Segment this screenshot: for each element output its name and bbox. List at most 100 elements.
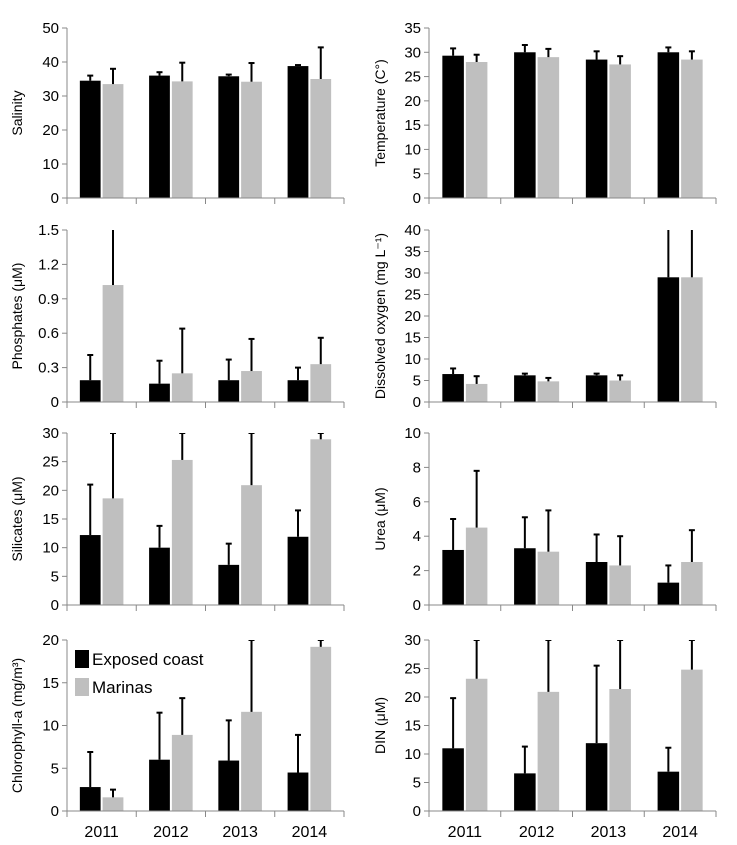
bar	[514, 52, 536, 198]
chart-panel: 0 5 10 15 20 25 30 2011 2012 2013 2014 DIN (μM)	[372, 632, 717, 841]
bar	[514, 773, 536, 811]
bar	[609, 565, 631, 605]
bar	[657, 277, 680, 402]
bar	[537, 381, 560, 402]
y-tick-label: 25	[404, 287, 421, 304]
y-tick-label: 5	[51, 760, 59, 777]
bar	[609, 380, 631, 402]
bar	[585, 59, 608, 198]
bar	[218, 760, 240, 811]
bar	[442, 549, 464, 605]
y-tick-label: 10	[404, 141, 421, 158]
y-tick-label: 20	[404, 689, 421, 706]
bar	[657, 771, 680, 811]
y-tick-label: 40	[42, 54, 59, 71]
y-tick-label: 30	[404, 265, 421, 282]
chart-panel: 0 5 10 15 20 25 30 35 Temperature (C°)	[372, 20, 717, 207]
x-tick-label: 2013	[591, 824, 627, 841]
bar	[514, 548, 536, 605]
bar	[537, 691, 560, 811]
bar	[681, 59, 703, 198]
y-tick-label: 25	[404, 661, 421, 678]
y-tick-label: 10	[42, 156, 59, 173]
y-axis-label: Urea (μM)	[372, 487, 388, 550]
y-tick-label: 0	[413, 394, 421, 411]
plot-area	[442, 640, 703, 811]
y-tick-label: 15	[42, 675, 59, 692]
y-tick-label: 8	[413, 459, 421, 476]
bar	[218, 380, 240, 402]
x-tick-label: 2012	[519, 824, 555, 841]
y-tick-label: 10	[42, 718, 59, 735]
y-tick-label: 2	[413, 563, 421, 580]
y-tick-label: 5	[413, 775, 421, 792]
y-tick-label: 0	[51, 597, 59, 614]
y-tick-label: 4	[413, 528, 421, 545]
y-tick-label: 25	[404, 69, 421, 86]
y-tick-label: 30	[42, 425, 59, 442]
bar	[442, 55, 464, 198]
plot-area	[79, 640, 332, 811]
bar	[681, 562, 703, 605]
bar	[102, 797, 124, 811]
bar	[657, 52, 680, 198]
bar	[287, 536, 309, 605]
chart-panel: 0 2 4 6 8 10 Urea (μM)	[372, 425, 717, 614]
y-tick-label: 0	[413, 803, 421, 820]
y-axis-label: Phosphates (μM)	[9, 263, 25, 370]
bar	[149, 547, 170, 605]
chart-panel: 0 10 20 30 40 50 Salinity	[9, 20, 345, 207]
bar	[585, 562, 608, 605]
y-tick-label: 5	[51, 568, 59, 585]
y-tick-label: 15	[42, 511, 59, 528]
y-tick-label: 25	[42, 454, 59, 471]
bar	[79, 80, 101, 198]
bar	[442, 374, 464, 402]
bar	[241, 371, 262, 402]
y-axis-label: Dissolved oxygen (mg L⁻¹)	[372, 233, 388, 399]
bar	[218, 76, 240, 198]
y-tick-label: 0	[413, 597, 421, 614]
bar	[79, 787, 101, 811]
bar	[310, 439, 332, 605]
legend-label: Marinas	[92, 678, 152, 697]
y-tick-label: 10	[404, 351, 421, 368]
y-tick-label: 0	[51, 803, 59, 820]
y-tick-label: 0.3	[38, 360, 59, 377]
x-tick-label: 2014	[662, 824, 698, 841]
chart-panel: 0 5 10 15 20 2011 2012 2013 2014 Chlorophyll-a (m…	[9, 632, 345, 841]
bar	[537, 57, 560, 198]
bar	[79, 535, 101, 605]
plot-area	[79, 230, 332, 402]
legend-swatch	[75, 678, 89, 696]
bar	[310, 79, 332, 198]
bar	[287, 66, 309, 198]
legend-label: Exposed coast	[92, 650, 204, 669]
bar	[149, 759, 170, 811]
y-tick-label: 1.5	[38, 222, 59, 239]
bar	[102, 498, 124, 605]
y-axis-label: Salinity	[9, 90, 25, 135]
bar	[609, 64, 631, 198]
bar	[310, 646, 332, 811]
y-tick-label: 30	[404, 44, 421, 61]
plot-area	[442, 230, 703, 402]
bar	[149, 75, 170, 198]
y-tick-label: 20	[42, 482, 59, 499]
bar	[171, 81, 193, 198]
bar	[514, 375, 536, 402]
y-tick-label: 0.6	[38, 325, 59, 342]
y-axis-label: Chlorophyll-a (mg/m³)	[9, 658, 25, 793]
x-tick-label: 2014	[292, 824, 328, 841]
bar	[287, 772, 309, 811]
y-tick-label: 10	[404, 425, 421, 442]
y-axis-label: Temperature (C°)	[372, 59, 388, 167]
plot-area	[79, 46, 332, 198]
bar	[218, 564, 240, 605]
y-tick-label: 15	[404, 718, 421, 735]
y-tick-label: 0	[51, 394, 59, 411]
y-tick-label: 50	[42, 20, 59, 37]
plot-area	[442, 44, 703, 198]
bar	[171, 373, 193, 402]
